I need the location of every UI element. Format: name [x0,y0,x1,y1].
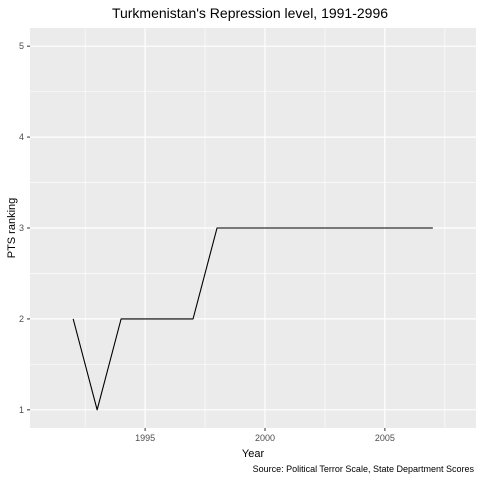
x-tick-label: 1995 [135,433,155,443]
y-tick-label: 5 [19,41,24,51]
source-caption: Source: Political Terror Scale, State De… [253,464,475,474]
x-axis-label: Year [242,448,265,460]
x-tick-label: 2005 [375,433,395,443]
x-tick-label: 2000 [255,433,275,443]
series-lines [72,227,433,411]
y-axis-ticks: 1 2 3 4 5 [19,41,30,415]
y-tick-label: 1 [19,405,24,415]
y-tick-label: 2 [19,314,24,324]
series-line [72,227,433,411]
chart-title: Turkmenistan's Repression level, 1991-29… [112,5,388,21]
y-tick-label: 3 [19,223,24,233]
y-axis-label: PTS ranking [6,198,18,259]
y-tick-label: 4 [19,132,24,142]
x-axis-ticks: 1995 2000 2005 [135,428,395,443]
